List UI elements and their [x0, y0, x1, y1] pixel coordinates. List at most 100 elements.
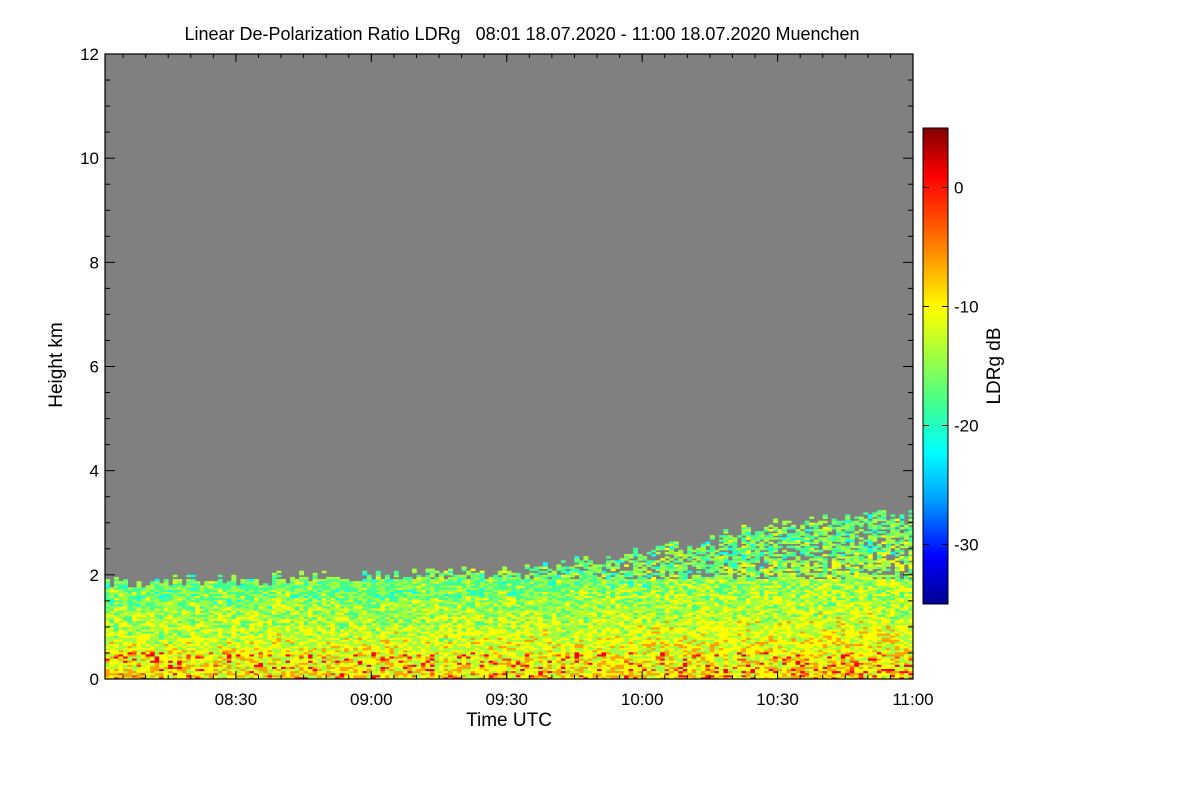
heatmap-cell: [416, 664, 422, 667]
heatmap-cell: [136, 614, 142, 617]
heatmap-cell: [461, 604, 467, 607]
heatmap-cell: [443, 645, 449, 649]
heatmap-cell: [285, 662, 291, 665]
heatmap-cell: [511, 668, 517, 672]
heatmap-cell: [493, 637, 499, 640]
heatmap-cell: [222, 641, 228, 644]
heatmap-cell: [195, 668, 201, 672]
heatmap-cell: [398, 637, 404, 640]
heatmap-cell: [326, 662, 332, 665]
heatmap-cell: [339, 629, 345, 632]
heatmap-cell: [132, 589, 137, 592]
heatmap-cell: [163, 654, 169, 657]
heatmap-cell: [448, 656, 453, 659]
heatmap-cell: [452, 674, 458, 678]
heatmap-cell: [339, 647, 345, 651]
heatmap-cell: [114, 629, 119, 632]
heatmap-cell: [199, 641, 205, 644]
heatmap-cell: [335, 674, 341, 678]
heatmap-cell: [195, 637, 201, 640]
heatmap-cell: [154, 676, 160, 679]
heatmap-cell: [321, 643, 327, 647]
heatmap-cell: [114, 616, 119, 619]
heatmap-cell: [258, 604, 264, 607]
heatmap-cell: [222, 624, 228, 628]
heatmap-cell: [484, 608, 490, 611]
heatmap-cell: [168, 614, 174, 617]
heatmap-cell: [560, 574, 566, 578]
heatmap-cell: [443, 656, 449, 659]
heatmap-cell: [357, 614, 363, 617]
heatmap-cell: [475, 614, 480, 617]
heatmap-cell: [226, 624, 232, 628]
heatmap-cell: [434, 672, 440, 676]
heatmap-cell: [105, 656, 110, 659]
heatmap-cell: [109, 645, 115, 649]
heatmap-cell: [371, 670, 377, 674]
heatmap-cell: [240, 589, 246, 592]
heatmap-cell: [168, 631, 174, 634]
heatmap-cell: [276, 658, 282, 661]
heatmap-cell: [384, 668, 390, 672]
heatmap-cell: [168, 612, 174, 615]
heatmap-cell: [276, 591, 282, 594]
heatmap-cell: [402, 670, 408, 674]
heatmap-cell: [127, 618, 133, 622]
heatmap-cell: [208, 647, 214, 651]
heatmap-cell: [172, 676, 178, 679]
heatmap-cell: [488, 654, 494, 657]
heatmap-cell: [475, 601, 480, 605]
heatmap-cell: [132, 595, 137, 599]
heatmap-cell: [290, 676, 295, 679]
heatmap-cell: [443, 620, 449, 624]
heatmap-cell: [470, 637, 476, 640]
heatmap-cell: [235, 593, 241, 597]
heatmap-cell: [195, 631, 201, 634]
heatmap-cell: [114, 670, 119, 674]
heatmap-cell: [560, 643, 566, 647]
heatmap-cell: [244, 608, 250, 611]
heatmap-cell: [240, 587, 246, 590]
heatmap-cell: [371, 639, 377, 642]
heatmap-cell: [344, 624, 350, 628]
heatmap-cell: [303, 606, 309, 609]
heatmap-cell: [439, 674, 444, 678]
heatmap-cell: [375, 608, 381, 611]
heatmap-cell: [181, 614, 187, 617]
heatmap-cell: [506, 612, 512, 615]
heatmap-cell: [294, 622, 300, 626]
heatmap-cell: [258, 670, 264, 674]
heatmap-cell: [105, 641, 110, 644]
heatmap-cell: [551, 585, 557, 588]
heatmap-cell: [515, 579, 521, 582]
heatmap-cell: [375, 587, 381, 590]
heatmap-cell: [520, 635, 526, 638]
heatmap-cell: [538, 616, 544, 619]
heatmap-cell: [281, 618, 286, 622]
heatmap-cell: [515, 643, 521, 647]
heatmap-cell: [556, 618, 562, 622]
heatmap-cell: [461, 585, 467, 588]
heatmap-cell: [511, 610, 517, 613]
heatmap-cell: [556, 660, 562, 663]
heatmap-cell: [416, 656, 422, 659]
heatmap-cell: [222, 620, 228, 624]
heatmap-cell: [506, 572, 512, 576]
heatmap-cell: [163, 645, 169, 649]
heatmap-cell: [515, 660, 521, 663]
heatmap-cell: [542, 643, 548, 647]
heatmap-cell: [326, 608, 332, 611]
heatmap-cell: [109, 668, 115, 672]
heatmap-cell: [466, 643, 471, 647]
heatmap-cell: [398, 666, 404, 669]
heatmap-cell: [515, 572, 521, 576]
heatmap-cell: [321, 656, 327, 659]
heatmap-cell: [493, 624, 499, 628]
heatmap-cell: [208, 666, 214, 669]
heatmap-cell: [190, 668, 196, 672]
heatmap-cell: [542, 635, 548, 638]
heatmap-cell: [294, 616, 300, 619]
heatmap-cell: [186, 676, 192, 679]
heatmap-cell: [484, 618, 490, 622]
heatmap-cell: [353, 585, 359, 588]
